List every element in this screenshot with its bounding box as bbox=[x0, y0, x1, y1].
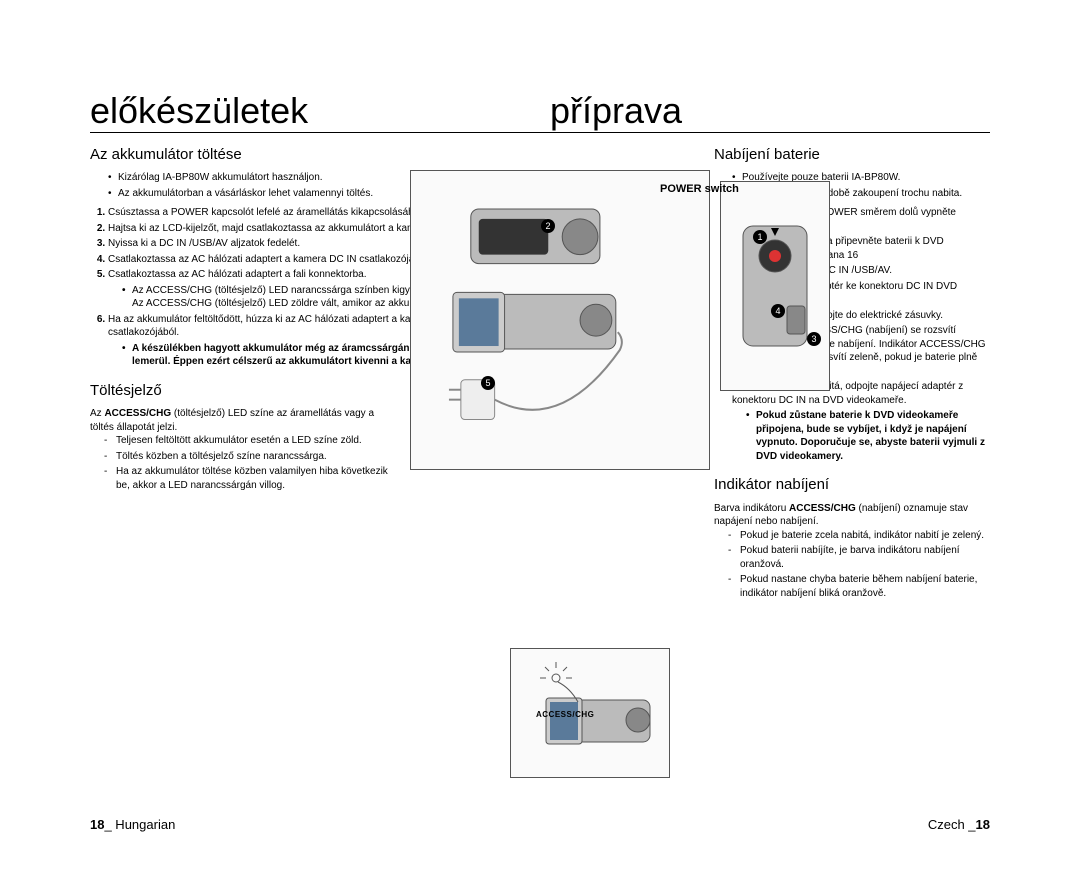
camera-side-icon bbox=[735, 206, 815, 366]
page-number-right: 18 bbox=[976, 817, 990, 832]
callout-5: 5 bbox=[481, 376, 495, 390]
footer-left: 18_ Hungarian bbox=[90, 817, 175, 832]
indicator-intro-cz: Barva indikátoru ACCESS/CHG (nabíjení) o… bbox=[714, 502, 990, 529]
title-left: előkészületek bbox=[90, 90, 530, 132]
camera-diagram-icon bbox=[441, 201, 679, 439]
title-row: előkészületek příprava bbox=[90, 90, 990, 133]
access-chg-label: ACCESS/CHG bbox=[536, 710, 594, 719]
callout-3: 3 bbox=[807, 332, 821, 346]
indicator-list-cz: Pokud je baterie zcela nabitá, indikátor… bbox=[714, 529, 990, 601]
power-switch-label: POWER switch bbox=[660, 183, 739, 195]
footer-right: Czech _18 bbox=[928, 817, 990, 832]
page-number-left: 18 bbox=[90, 817, 104, 832]
heading-indicator-cz: Indikátor nabíjení bbox=[714, 475, 990, 495]
figure-power-switch: 1 4 3 bbox=[720, 181, 830, 391]
callout-4: 4 bbox=[771, 304, 785, 318]
section-indicator-cz: Indikátor nabíjení Barva indikátoru ACCE… bbox=[714, 475, 990, 600]
indicator-intro-hu: Az ACCESS/CHG (töltésjelző) LED színe az… bbox=[90, 407, 400, 434]
figure-charging-diagram: 2 5 bbox=[410, 170, 710, 470]
dash-item: Töltés közben a töltésjelző színe naranc… bbox=[104, 450, 400, 464]
heading-battery-charge-cz: Nabíjení baterie bbox=[714, 145, 990, 165]
dash-item: Pokud je baterie zcela nabitá, indikátor… bbox=[728, 529, 990, 543]
callout-1: 1 bbox=[753, 230, 767, 244]
step-6-sub: Pokud zůstane baterie k DVD videokameře … bbox=[746, 409, 990, 463]
heading-battery-charge-hu: Az akkumulátor töltése bbox=[90, 145, 542, 165]
dash-item: Pokud baterii nabíjíte, je barva indikát… bbox=[728, 544, 990, 571]
dash-item: Ha az akkumulátor töltése közben valamil… bbox=[104, 465, 400, 492]
dash-item: Pokud nastane chyba baterie během nabíje… bbox=[728, 573, 990, 600]
step-6: Jakmile je baterie nabitá, odpojte napáj… bbox=[732, 380, 990, 463]
page-footer: 18_ Hungarian Czech _18 bbox=[90, 817, 990, 832]
indicator-list-hu: Teljesen feltöltött akkumulátor esetén a… bbox=[90, 434, 400, 492]
dash-item: Teljesen feltöltött akkumulátor esetén a… bbox=[104, 434, 400, 448]
callout-2: 2 bbox=[541, 219, 555, 233]
lang-right: Czech _ bbox=[928, 817, 976, 832]
title-right: příprava bbox=[530, 90, 990, 132]
lang-left: _ Hungarian bbox=[104, 817, 175, 832]
